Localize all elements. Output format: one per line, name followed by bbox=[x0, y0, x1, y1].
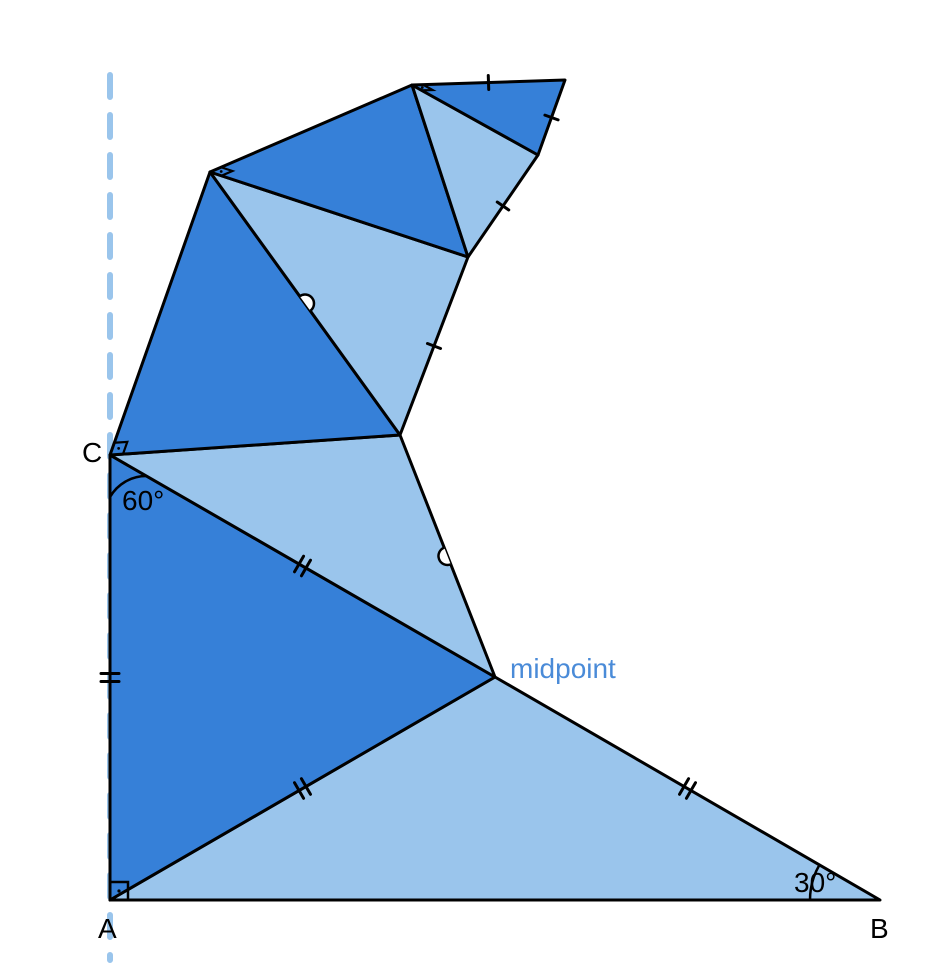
label-c: C bbox=[82, 437, 102, 468]
right-angle-marker-c-dot bbox=[117, 447, 120, 450]
label-b: B bbox=[870, 913, 889, 944]
right-angle-marker-g-dot bbox=[421, 86, 424, 89]
label-angle-60: 60° bbox=[122, 485, 164, 516]
label-midpoint: midpoint bbox=[510, 653, 616, 684]
right-angle-dot-a bbox=[117, 889, 120, 892]
label-a: A bbox=[98, 913, 117, 944]
right-angle-marker-e-dot bbox=[220, 170, 223, 173]
label-angle-30: 30° bbox=[794, 867, 836, 898]
